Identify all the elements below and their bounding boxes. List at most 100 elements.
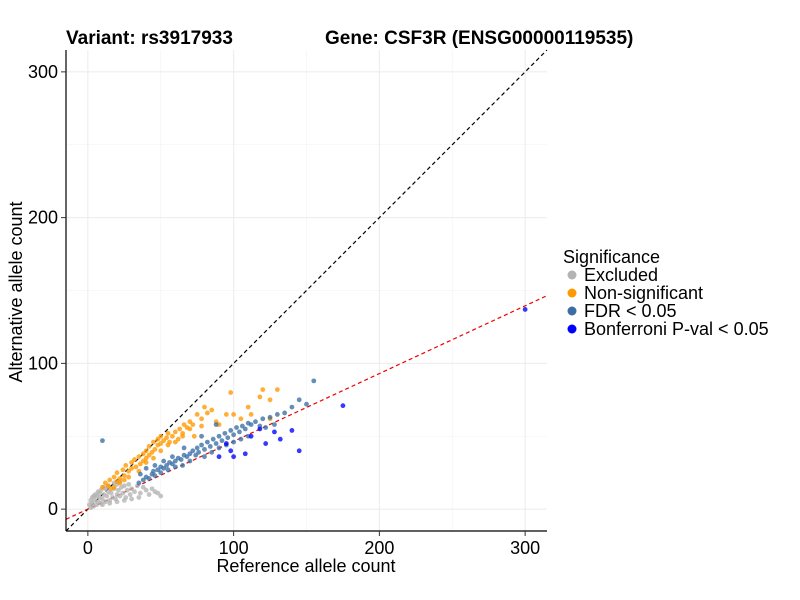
legend-item-label: Non-significant — [584, 283, 703, 303]
data-point — [199, 442, 204, 448]
data-point — [216, 445, 222, 451]
data-point — [146, 452, 152, 458]
data-point — [204, 410, 210, 416]
data-point — [170, 433, 175, 439]
data-point — [194, 445, 200, 451]
data-point — [248, 433, 254, 439]
data-point — [216, 454, 222, 460]
data-point — [223, 441, 229, 446]
data-point — [117, 480, 123, 486]
data-point — [228, 448, 234, 454]
data-point — [152, 463, 158, 468]
data-point — [245, 404, 251, 410]
data-point — [143, 460, 149, 465]
data-point — [102, 480, 108, 486]
data-point — [108, 490, 114, 496]
x-tick-label: 200 — [364, 538, 394, 558]
data-point — [231, 432, 237, 438]
data-point — [151, 468, 156, 474]
data-point — [228, 428, 234, 433]
data-point — [155, 490, 161, 496]
data-point — [213, 422, 219, 427]
y-tick-label: 100 — [28, 353, 58, 373]
data-point — [126, 481, 132, 487]
data-point — [140, 477, 146, 483]
fit-line — [65, 295, 548, 520]
data-point — [158, 433, 164, 439]
data-point — [242, 451, 248, 457]
data-point — [340, 403, 346, 409]
x-axis-label: Reference allele count — [216, 556, 395, 576]
y-tick-label: 300 — [28, 62, 58, 82]
legend-marker — [567, 306, 577, 316]
data-point — [180, 463, 186, 468]
data-point — [194, 411, 200, 417]
data-point — [127, 492, 133, 497]
data-point — [164, 463, 169, 468]
data-point — [184, 454, 190, 460]
data-point — [181, 422, 187, 427]
data-point — [263, 441, 269, 446]
data-points — [86, 307, 528, 511]
data-point — [143, 455, 149, 461]
data-point — [223, 411, 229, 417]
legend-marker — [567, 288, 577, 298]
data-point — [199, 433, 204, 439]
data-point — [152, 473, 158, 479]
data-point — [155, 467, 161, 473]
data-point — [129, 496, 134, 502]
data-point — [102, 499, 108, 505]
data-point — [107, 500, 113, 506]
data-point — [187, 426, 193, 432]
legend-title: Significance — [563, 247, 660, 267]
data-point — [311, 378, 317, 384]
data-point — [149, 486, 155, 492]
data-point — [272, 429, 277, 435]
data-point — [238, 436, 244, 442]
legend-item-label: FDR < 0.05 — [584, 301, 677, 321]
data-point — [170, 454, 175, 460]
data-point — [158, 470, 164, 476]
data-point — [136, 480, 142, 486]
data-point — [216, 433, 222, 439]
chart-title-variant: Variant: rs3917933 — [66, 28, 233, 49]
data-point — [191, 433, 197, 439]
data-point — [267, 397, 273, 403]
data-point — [202, 404, 207, 410]
data-point — [199, 416, 204, 422]
data-point — [165, 442, 171, 448]
data-point — [202, 446, 207, 452]
data-point — [129, 465, 134, 471]
data-point — [172, 439, 178, 445]
data-point — [272, 422, 277, 427]
data-point — [152, 446, 158, 452]
data-point — [193, 452, 199, 458]
data-point — [260, 416, 266, 422]
data-point — [274, 411, 280, 417]
data-point — [253, 419, 258, 425]
data-point — [170, 461, 175, 467]
data-point — [177, 426, 183, 432]
data-point — [267, 414, 273, 420]
data-point — [143, 487, 149, 493]
data-point — [86, 502, 92, 508]
data-point — [91, 493, 97, 499]
data-point — [126, 474, 132, 480]
data-point — [151, 455, 156, 461]
data-point — [231, 454, 237, 460]
data-point — [104, 493, 110, 499]
data-point — [161, 458, 167, 464]
data-point — [248, 411, 254, 417]
data-point — [120, 467, 126, 473]
data-point — [158, 448, 164, 454]
data-point — [187, 419, 193, 425]
y-tick-label: 0 — [48, 499, 58, 519]
data-point — [207, 444, 213, 449]
data-point — [126, 468, 132, 474]
data-point — [146, 476, 152, 481]
data-point — [222, 430, 228, 436]
data-point — [120, 490, 126, 496]
data-point — [123, 463, 129, 468]
legend-item-label: Excluded — [584, 265, 658, 285]
